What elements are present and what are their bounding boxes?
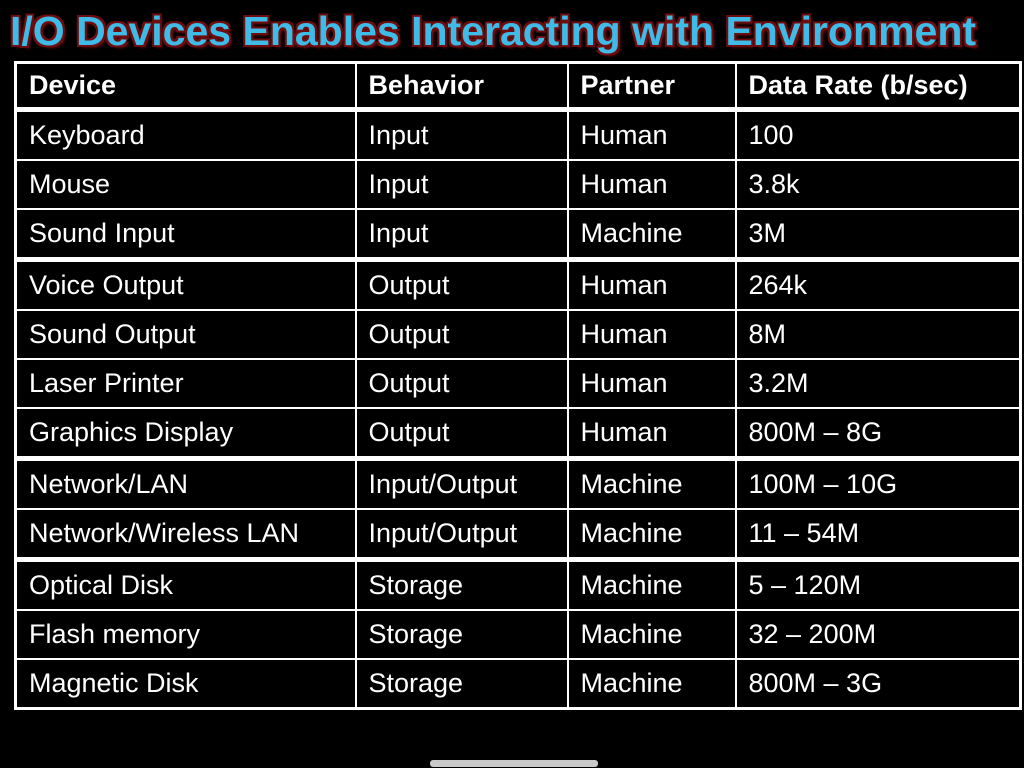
cell-partner: Human [566,159,737,210]
cell-rate: 32 – 200M [734,609,1022,660]
cell-behavior: Input/Output [354,508,569,562]
table-row: Keyboard Input Human 100 [14,108,1022,161]
cell-rate: 264k [734,258,1022,311]
table-row: Sound Input Input Machine 3M [14,208,1022,262]
cell-partner: Machine [566,609,737,660]
cell-behavior: Storage [354,609,569,660]
cell-device: Network/Wireless LAN [14,508,357,562]
cell-rate: 800M – 8G [734,407,1022,461]
slide-title: I/O Devices Enables Interacting with Env… [10,8,977,54]
cell-device: Flash memory [14,609,357,660]
table-row: Voice Output Output Human 264k [14,258,1022,311]
table-row: Flash memory Storage Machine 32 – 200M [14,609,1022,660]
bottom-bar [430,760,598,767]
cell-partner: Human [566,108,737,161]
cell-behavior: Input/Output [354,457,569,510]
column-header-device: Device [14,61,357,112]
table-row: Network/LAN Input/Output Machine 100M – 10G [14,457,1022,510]
column-header-partner: Partner [566,61,737,112]
cell-device: Magnetic Disk [14,658,357,710]
cell-behavior: Storage [354,658,569,710]
cell-rate: 800M – 3G [734,658,1022,710]
cell-device: Network/LAN [14,457,357,510]
cell-rate: 8M [734,309,1022,360]
cell-behavior: Input [354,108,569,161]
cell-device: Voice Output [14,258,357,311]
cell-partner: Machine [566,558,737,611]
cell-device: Keyboard [14,108,357,161]
table-row: Magnetic Disk Storage Machine 800M – 3G [14,658,1022,710]
cell-device: Mouse [14,159,357,210]
cell-rate: 11 – 54M [734,508,1022,562]
cell-behavior: Output [354,407,569,461]
io-devices-table: Device Behavior Partner Data Rate (b/sec… [14,61,1022,710]
cell-device: Sound Output [14,309,357,360]
cell-partner: Machine [566,457,737,510]
cell-partner: Human [566,407,737,461]
cell-behavior: Output [354,358,569,409]
cell-device: Graphics Display [14,407,357,461]
cell-partner: Human [566,358,737,409]
cell-behavior: Input [354,159,569,210]
cell-partner: Machine [566,208,737,262]
cell-device: Optical Disk [14,558,357,611]
cell-behavior: Input [354,208,569,262]
cell-device: Sound Input [14,208,357,262]
table-row: Graphics Display Output Human 800M – 8G [14,407,1022,461]
cell-behavior: Storage [354,558,569,611]
table-row: Optical Disk Storage Machine 5 – 120M [14,558,1022,611]
table-row: Sound Output Output Human 8M [14,309,1022,360]
cell-rate: 3.2M [734,358,1022,409]
table-row: Mouse Input Human 3.8k [14,159,1022,210]
cell-device: Laser Printer [14,358,357,409]
column-header-data-rate: Data Rate (b/sec) [734,61,1022,112]
cell-behavior: Output [354,309,569,360]
cell-rate: 5 – 120M [734,558,1022,611]
table-row: Laser Printer Output Human 3.2M [14,358,1022,409]
cell-rate: 100M – 10G [734,457,1022,510]
cell-rate: 3.8k [734,159,1022,210]
table-header-row: Device Behavior Partner Data Rate (b/sec… [14,61,1022,112]
cell-partner: Human [566,258,737,311]
cell-behavior: Output [354,258,569,311]
cell-rate: 100 [734,108,1022,161]
table-row: Network/Wireless LAN Input/Output Machine 1… [14,508,1022,562]
cell-rate: 3M [734,208,1022,262]
cell-partner: Machine [566,658,737,710]
cell-partner: Human [566,309,737,360]
column-header-behavior: Behavior [354,61,569,112]
cell-partner: Machine [566,508,737,562]
